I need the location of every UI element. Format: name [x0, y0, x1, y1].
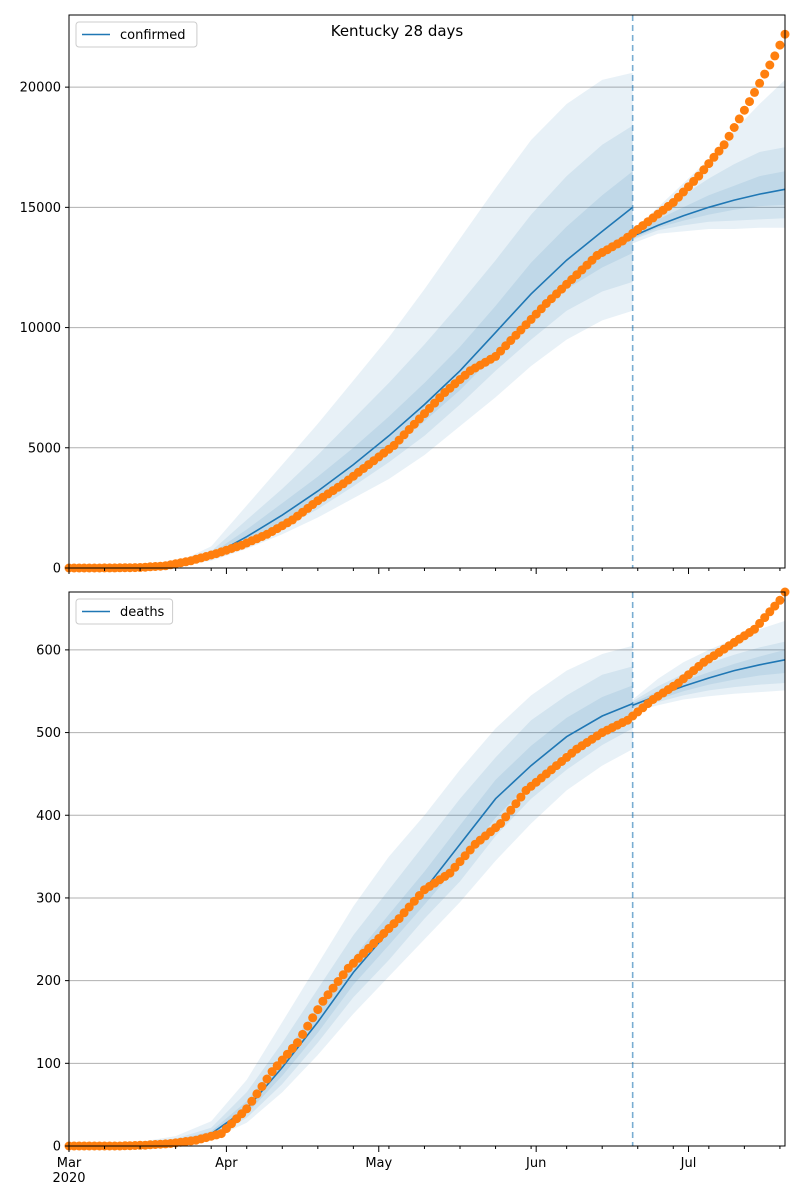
- y-tick-label: 100: [36, 1057, 61, 1072]
- observed-point: [247, 1096, 257, 1106]
- forecast-band-2: [632, 649, 785, 708]
- observed-point: [303, 1021, 313, 1031]
- deaths-panel: 0 100 200 300 400 500 600 Mar Apr May Jun Jul 2020 de…: [36, 587, 790, 1186]
- legend-label: confirmed: [120, 28, 186, 43]
- observed-point: [506, 805, 516, 815]
- observed-point: [338, 970, 348, 980]
- model-band-2: [140, 685, 633, 1146]
- model-band-0: [140, 645, 633, 1146]
- observed-point: [704, 159, 714, 169]
- observed-point: [242, 1104, 252, 1114]
- observed-point: [404, 902, 414, 912]
- observed-point: [755, 78, 765, 88]
- axes-frame: [68, 591, 786, 1147]
- observed-point: [755, 618, 765, 628]
- observed-point: [719, 140, 729, 150]
- observed-point: [729, 123, 739, 132]
- y-tick-label: 600: [36, 643, 61, 658]
- observed-point: [501, 812, 511, 822]
- y-tick-label: 0: [53, 1140, 61, 1155]
- y-tick-label: 200: [36, 974, 61, 989]
- forecast-median-line: [632, 188, 786, 237]
- observed-point: [414, 891, 424, 900]
- observed-point: [699, 165, 709, 175]
- observed-point: [775, 40, 785, 50]
- y-tick-label: 0: [53, 562, 61, 577]
- observed-point: [516, 792, 526, 802]
- observed-point: [745, 97, 754, 107]
- observed-point: [277, 1055, 287, 1065]
- observed-point: [455, 857, 465, 867]
- observed-point: [399, 908, 409, 918]
- x-tick-label: Apr: [215, 1156, 238, 1171]
- y-tick-label: 15000: [20, 201, 61, 216]
- observed-point: [724, 131, 734, 141]
- observed-point: [313, 1005, 323, 1015]
- observed-point: [734, 114, 744, 124]
- x-tick-label: Jul: [680, 1156, 697, 1171]
- y-tick-label: 500: [36, 726, 61, 741]
- axes-frame: [68, 14, 786, 569]
- observed-point: [750, 624, 759, 634]
- x-year-label: 2020: [52, 1171, 85, 1186]
- observed-point: [694, 171, 704, 181]
- observed-point: [267, 1067, 277, 1077]
- legend-label: deaths: [120, 605, 165, 620]
- observed-point: [308, 1013, 318, 1023]
- observed-point: [328, 983, 338, 993]
- model-band-0: [140, 72, 633, 568]
- forecast-band-1: [632, 147, 785, 240]
- observed-point: [765, 60, 775, 70]
- y-tick-label: 400: [36, 809, 61, 824]
- figure-title: Kentucky 28 days: [331, 22, 464, 40]
- observed-point: [770, 51, 780, 61]
- observed-point: [714, 146, 724, 156]
- observed-point: [323, 990, 333, 1000]
- x-tick-label: Mar: [57, 1156, 82, 1171]
- observed-point: [709, 152, 719, 162]
- observed-point: [511, 799, 521, 809]
- y-tick-label: 10000: [20, 321, 61, 336]
- observed-point: [262, 1074, 272, 1084]
- observed-point: [460, 851, 470, 861]
- model-band-1: [140, 125, 633, 568]
- y-tick-label: 5000: [28, 441, 61, 456]
- observed-point: [257, 1082, 267, 1091]
- forecast-band-2: [632, 171, 785, 239]
- y-tick-label: 20000: [20, 81, 61, 96]
- observed-point: [770, 601, 780, 611]
- legend-box: [75, 21, 198, 48]
- observed-point: [760, 69, 770, 79]
- observed-point: [750, 87, 759, 97]
- observed-point: [318, 996, 328, 1006]
- observed-point: [496, 819, 506, 828]
- x-tick-label: May: [365, 1156, 392, 1171]
- observed-point: [252, 1089, 262, 1099]
- observed-point: [293, 1038, 302, 1048]
- observed-point: [272, 1061, 282, 1071]
- observed-point: [333, 977, 343, 986]
- observed-point: [760, 613, 770, 623]
- confirmed-panel: 0 5000 10000 15000 20000 confirmed: [20, 14, 790, 577]
- observed-point: [739, 105, 749, 115]
- y-tick-label: 300: [36, 891, 61, 906]
- legend-box: [75, 598, 174, 625]
- observed-point: [775, 595, 785, 605]
- x-tick-label: Jun: [525, 1156, 546, 1171]
- observed-point: [287, 1043, 297, 1053]
- observed-point: [298, 1029, 308, 1039]
